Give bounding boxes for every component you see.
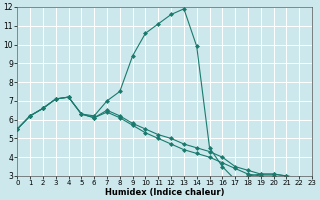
X-axis label: Humidex (Indice chaleur): Humidex (Indice chaleur) bbox=[105, 188, 224, 197]
